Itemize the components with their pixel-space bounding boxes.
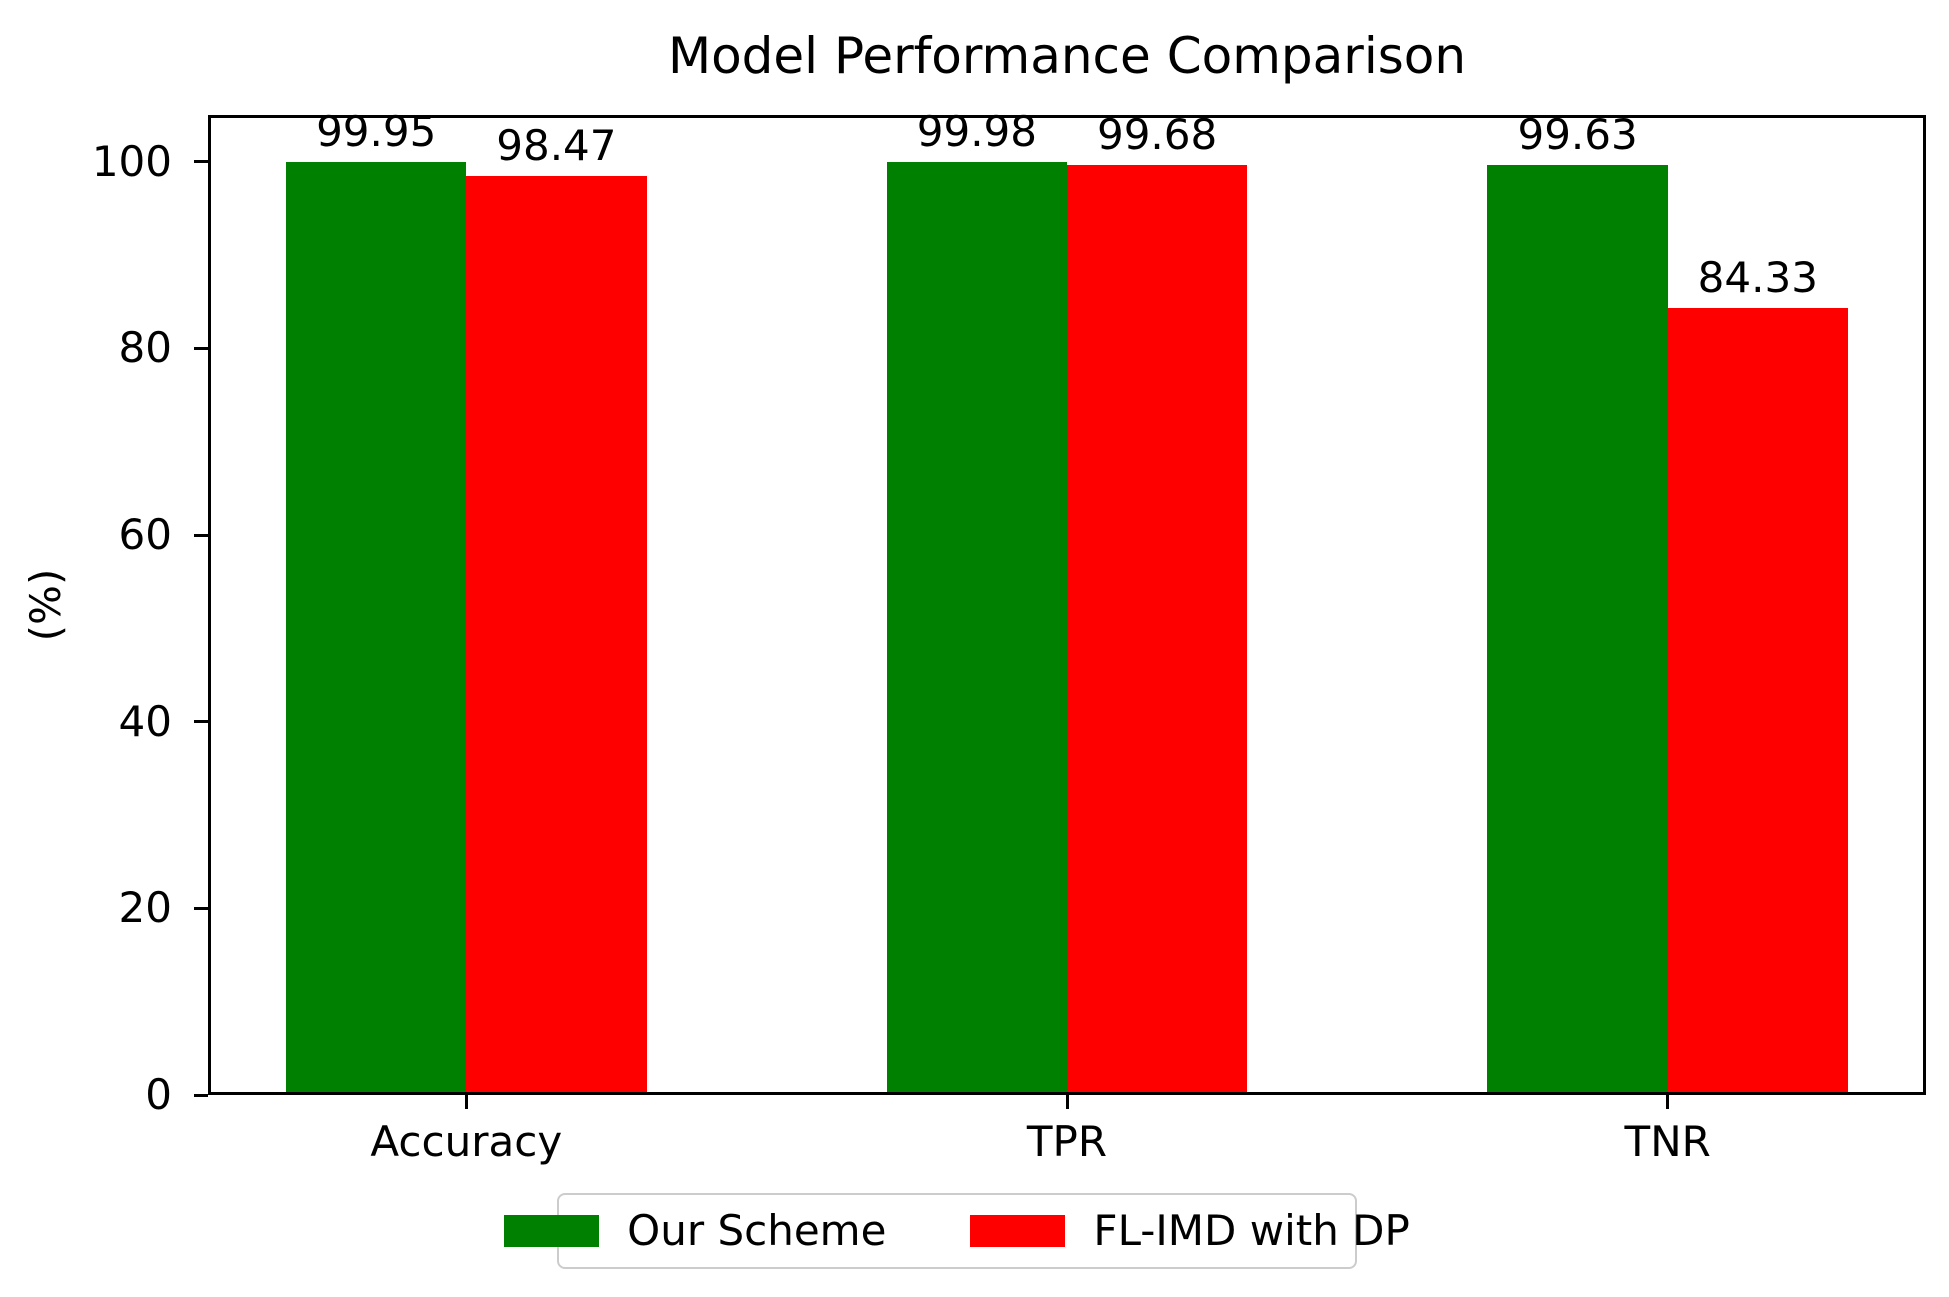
- bar: [286, 162, 467, 1095]
- x-tick-mark: [1065, 1095, 1069, 1109]
- legend-item: Our Scheme: [504, 1209, 886, 1253]
- bar: [1487, 165, 1668, 1095]
- y-tick-label: 80: [118, 323, 172, 373]
- y-axis-label: (%): [21, 568, 70, 642]
- y-tick-mark: [194, 160, 208, 164]
- legend-label: Our Scheme: [627, 1206, 887, 1255]
- legend-item: FL-IMD with DP: [970, 1206, 1410, 1255]
- y-tick-mark: [194, 533, 208, 537]
- bar: [1067, 164, 1248, 1095]
- x-tick-mark: [464, 1095, 468, 1109]
- y-tick-mark: [194, 346, 208, 350]
- bar-value-label: 98.47: [496, 120, 617, 170]
- y-tick-label: 20: [118, 883, 172, 933]
- y-tick-label: 40: [118, 696, 172, 746]
- y-tick-label: 0: [145, 1070, 172, 1119]
- y-tick-mark: [194, 1093, 208, 1097]
- y-tick-mark: [194, 906, 208, 910]
- x-tick-label: TPR: [1026, 1117, 1108, 1166]
- bar-value-label: 99.68: [1096, 109, 1218, 159]
- y-tick-label: 100: [91, 136, 172, 186]
- x-tick-label: TNR: [1624, 1117, 1711, 1166]
- y-tick-label: 60: [118, 510, 172, 559]
- x-tick-mark: [1666, 1095, 1670, 1109]
- chart-title: Model Performance Comparison: [667, 27, 1467, 85]
- bar-value-label: 99.63: [1517, 110, 1638, 160]
- x-tick-label: Accuracy: [370, 1117, 563, 1166]
- bar: [1667, 307, 1848, 1095]
- legend-swatch-icon: [970, 1215, 1066, 1247]
- bar: [886, 161, 1067, 1095]
- legend: Our Scheme FL-IMD with DP: [504, 1193, 1410, 1269]
- bar-value-label: 84.33: [1697, 252, 1818, 302]
- bar: [466, 175, 647, 1095]
- y-tick-mark: [194, 720, 208, 724]
- legend-swatch-icon: [504, 1215, 600, 1247]
- legend-label: FL-IMD with DP: [1093, 1206, 1410, 1255]
